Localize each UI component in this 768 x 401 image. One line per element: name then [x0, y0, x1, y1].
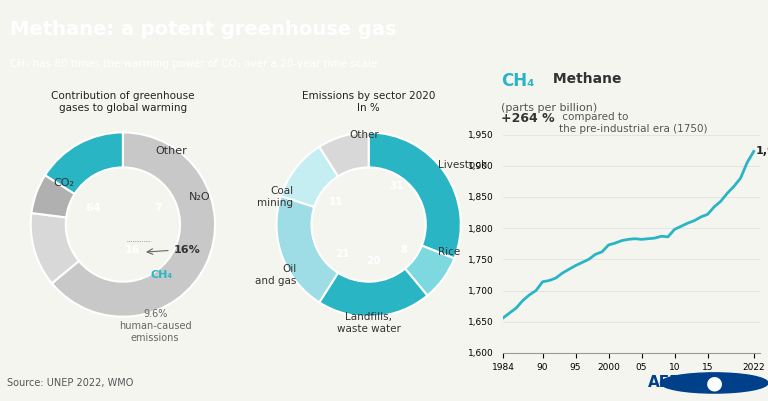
- Text: 7: 7: [154, 203, 162, 213]
- Text: N₂O: N₂O: [189, 192, 211, 202]
- Text: 21: 21: [336, 249, 350, 259]
- Text: Methane: a potent greenhouse gas: Methane: a potent greenhouse gas: [10, 20, 396, 39]
- Text: 16: 16: [124, 245, 140, 255]
- Text: Rice: Rice: [438, 247, 460, 257]
- Wedge shape: [31, 213, 79, 283]
- Wedge shape: [405, 245, 455, 296]
- Wedge shape: [281, 147, 338, 207]
- Text: (parts per billion): (parts per billion): [501, 103, 597, 113]
- Text: AFP: AFP: [648, 375, 682, 391]
- Text: 8: 8: [400, 245, 407, 255]
- Text: Oil
and gas: Oil and gas: [256, 264, 296, 286]
- Wedge shape: [319, 269, 427, 317]
- Text: 64: 64: [85, 203, 101, 213]
- Text: Contribution of greenhouse
gases to global warming: Contribution of greenhouse gases to glob…: [51, 91, 194, 113]
- Text: compared to
the pre-industrial era (1750): compared to the pre-industrial era (1750…: [559, 112, 707, 134]
- Text: 1,923: 1,923: [756, 146, 768, 156]
- Text: 20: 20: [366, 256, 380, 266]
- Text: 11: 11: [329, 196, 343, 207]
- Text: Landfills,
waste water: Landfills, waste water: [336, 312, 401, 334]
- Text: ●: ●: [706, 373, 723, 393]
- Text: Other: Other: [349, 130, 379, 140]
- Wedge shape: [45, 132, 123, 194]
- Circle shape: [660, 373, 768, 393]
- Text: CH₄: CH₄: [151, 270, 173, 280]
- Text: 31: 31: [389, 181, 403, 191]
- Text: Emissions by sector 2020
In %: Emissions by sector 2020 In %: [302, 91, 435, 113]
- Text: Coal
mining: Coal mining: [257, 186, 293, 208]
- Text: Livestock: Livestock: [438, 160, 487, 170]
- Text: +264 %: +264 %: [501, 112, 554, 125]
- Text: 16%: 16%: [174, 245, 200, 255]
- Text: Methane: Methane: [548, 72, 622, 86]
- Text: CH₄: CH₄: [501, 72, 535, 90]
- Text: CH₄ has 80 times the warming power of CO₂ over a 20-year time scale: CH₄ has 80 times the warming power of CO…: [10, 59, 377, 69]
- Wedge shape: [31, 175, 74, 217]
- Wedge shape: [319, 132, 369, 176]
- Text: 9.6%
human-caused
emissions: 9.6% human-caused emissions: [119, 309, 191, 342]
- Text: Source: UNEP 2022, WMO: Source: UNEP 2022, WMO: [7, 378, 134, 388]
- Wedge shape: [52, 132, 215, 317]
- Text: Other: Other: [155, 146, 187, 156]
- Wedge shape: [369, 132, 461, 259]
- Text: CO₂: CO₂: [54, 178, 74, 188]
- Wedge shape: [276, 196, 338, 302]
